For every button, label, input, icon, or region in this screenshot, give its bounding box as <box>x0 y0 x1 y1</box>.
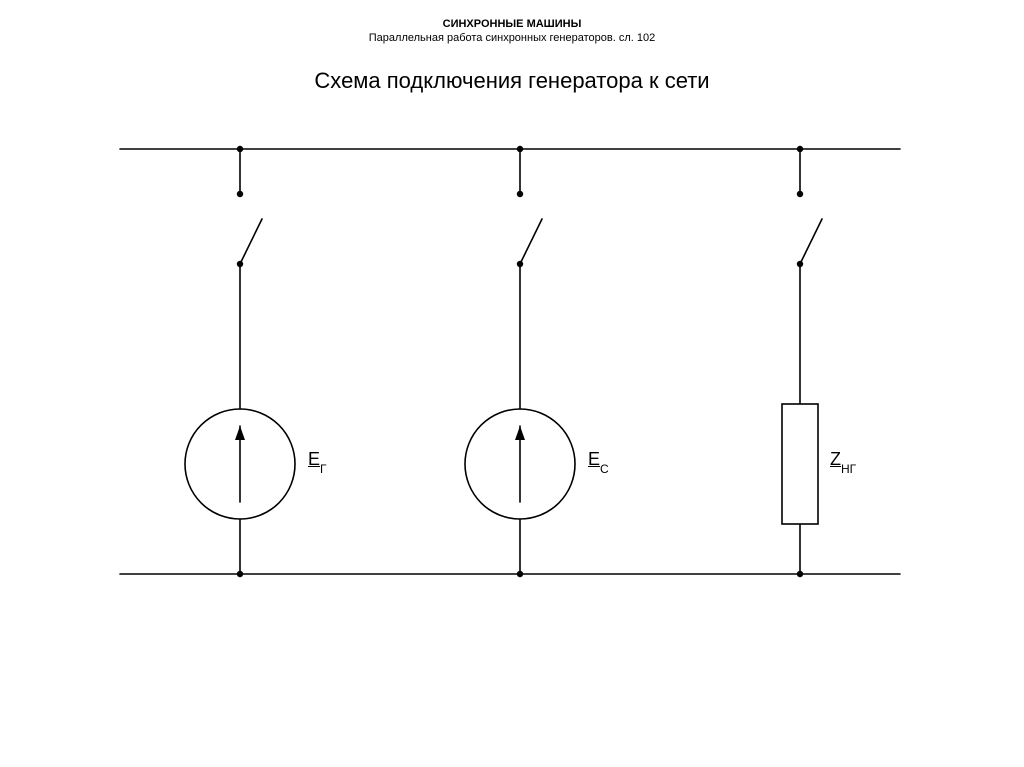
label-E-generator-sub: Г <box>320 462 327 476</box>
label-Z-load: ZНГ <box>830 449 856 473</box>
label-E-grid: EС <box>588 449 609 473</box>
circuit-diagram: EГ EС ZНГ <box>0 94 1024 694</box>
header-line-1: СИНХРОННЫЕ МАШИНЫ <box>0 18 1024 32</box>
circuit-svg <box>0 94 1024 694</box>
page-title: Схема подключения генератора к сети <box>0 68 1024 94</box>
label-E-generator: EГ <box>308 449 327 473</box>
header-line-2: Параллельная работа синхронных генератор… <box>0 32 1024 46</box>
label-E-grid-sub: С <box>600 462 609 476</box>
label-Z-load-main: Z <box>830 449 841 469</box>
label-Z-load-sub: НГ <box>841 462 856 476</box>
label-E-grid-main: E <box>588 449 600 469</box>
label-E-generator-main: E <box>308 449 320 469</box>
